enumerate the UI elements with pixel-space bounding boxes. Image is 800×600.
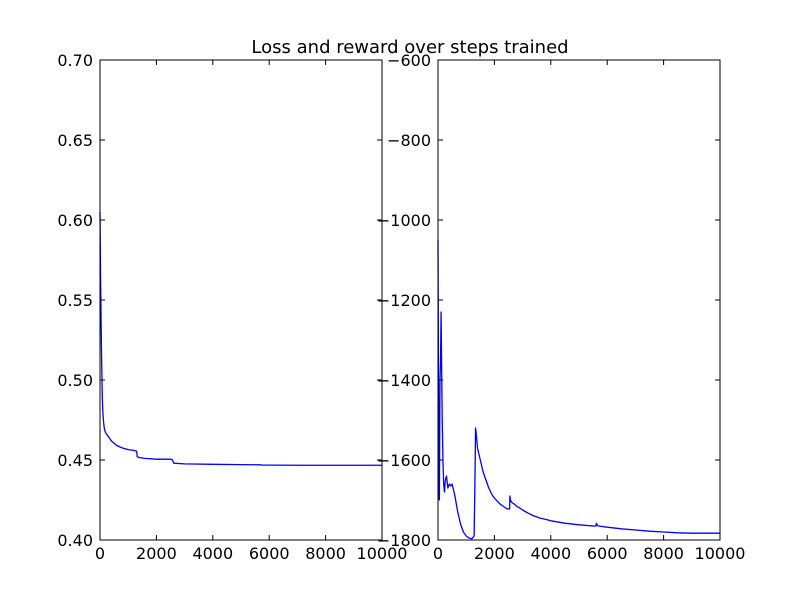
reward-y-tick-label: −1200 [377,291,431,310]
loss-x-tick-label: 10000 [357,544,408,563]
reward-y-tick-label: −600 [387,51,431,70]
loss-y-tick-label: 0.60 [57,211,93,230]
loss-y-tick-label: 0.55 [57,291,93,310]
loss-y-tick-label: 0.70 [57,51,93,70]
reward-x-tick-label: 8000 [643,544,684,563]
loss-x-tick-label: 4000 [192,544,233,563]
reward-y-tick-label: −1800 [377,531,431,550]
reward-x-tick-label: 10000 [695,544,746,563]
reward-y-tick-label: −800 [387,131,431,150]
loss-series-line [99,211,382,466]
reward-x-tick-label: 4000 [530,544,571,563]
loss-y-tick-label: 0.45 [57,451,93,470]
loss-plot-frame [99,59,383,541]
loss-y-tick-label: 0.40 [57,531,93,550]
reward-x-tick-label: 0 [433,544,443,563]
reward-plot-frame [437,59,721,541]
reward-series-line [437,239,720,540]
loss-y-tick-label: 0.50 [57,371,93,390]
loss-x-tick-label: 0 [95,544,105,563]
reward-y-tick-label: −1400 [377,371,431,390]
chart-title: Loss and reward over steps trained [251,37,568,58]
reward-plot: 0 2000 4000 6000 8000 10000 −1800 −1600 −1400 −12… [377,51,746,563]
loss-x-tick-label: 8000 [305,544,346,563]
reward-y-tick-label: −1000 [377,211,431,230]
loss-x-tick-label: 6000 [249,544,290,563]
loss-y-tick-label: 0.65 [57,131,93,150]
reward-y-tick-label: −1600 [377,451,431,470]
loss-x-tick-label: 2000 [136,544,177,563]
reward-x-tick-label: 6000 [587,544,628,563]
reward-x-tick-label: 2000 [474,544,515,563]
loss-plot: 0 2000 4000 6000 8000 10000 0.40 0.45 0.50 0.55 0.… [57,51,407,563]
